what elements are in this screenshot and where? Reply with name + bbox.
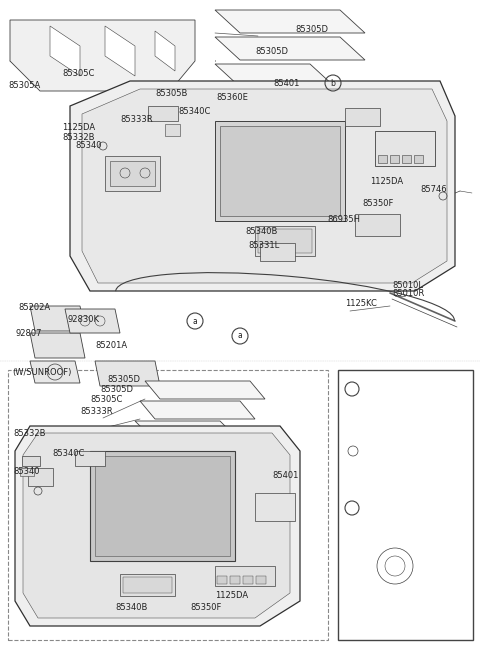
Bar <box>414 155 423 163</box>
Bar <box>355 536 435 596</box>
Text: (W/SUNROOF): (W/SUNROOF) <box>12 368 72 378</box>
Bar <box>148 106 178 121</box>
Text: 92830K: 92830K <box>68 314 100 324</box>
Polygon shape <box>345 406 375 426</box>
Text: 85340C: 85340C <box>52 449 84 458</box>
Polygon shape <box>10 20 195 91</box>
Text: 85201A: 85201A <box>95 342 127 350</box>
Bar <box>375 131 435 166</box>
Text: 86935H: 86935H <box>327 214 360 223</box>
Text: a: a <box>192 316 197 326</box>
Bar <box>378 155 387 163</box>
Bar <box>260 243 295 261</box>
Polygon shape <box>155 31 175 71</box>
Polygon shape <box>135 421 235 436</box>
Text: 85350F: 85350F <box>190 602 221 611</box>
Bar <box>165 124 180 136</box>
Bar <box>110 161 155 186</box>
Text: 85331L: 85331L <box>248 242 279 251</box>
Text: 85305C: 85305C <box>62 70 95 79</box>
Text: b: b <box>349 503 354 512</box>
Text: 85401: 85401 <box>272 471 299 480</box>
Bar <box>105 156 160 191</box>
Text: 92800V: 92800V <box>365 503 397 512</box>
Polygon shape <box>23 433 290 618</box>
Bar <box>28 468 53 486</box>
Bar <box>95 456 230 556</box>
Text: b: b <box>331 79 336 87</box>
Text: 85340B: 85340B <box>245 227 277 236</box>
Bar <box>220 126 340 216</box>
Bar <box>8 370 328 640</box>
Text: 85340: 85340 <box>13 467 39 475</box>
Text: 85305D: 85305D <box>100 385 133 395</box>
Text: 1125KC: 1125KC <box>345 299 377 307</box>
Text: 1125DA: 1125DA <box>62 122 95 132</box>
Polygon shape <box>215 10 365 33</box>
Text: 85332B: 85332B <box>13 428 46 437</box>
Text: 85202A: 85202A <box>18 303 50 311</box>
Text: 92807: 92807 <box>15 329 41 337</box>
Bar <box>255 493 295 521</box>
Bar <box>22 456 40 466</box>
Text: 85340B: 85340B <box>115 602 147 611</box>
Polygon shape <box>145 381 265 399</box>
Text: 85010L: 85010L <box>392 281 423 290</box>
Text: 85305D: 85305D <box>295 25 328 35</box>
Bar <box>355 214 400 236</box>
Text: 85746: 85746 <box>420 184 446 193</box>
Polygon shape <box>65 309 120 333</box>
Text: a: a <box>238 331 242 340</box>
Text: 85340: 85340 <box>75 141 101 150</box>
Bar <box>338 370 473 640</box>
Bar <box>90 451 235 561</box>
Bar <box>215 566 275 586</box>
Text: 85235: 85235 <box>382 409 408 419</box>
Bar <box>255 226 315 256</box>
Text: 85360E: 85360E <box>216 92 248 102</box>
Text: 85340C: 85340C <box>178 107 210 115</box>
Polygon shape <box>140 401 255 419</box>
Polygon shape <box>215 64 335 87</box>
Polygon shape <box>95 361 160 386</box>
Bar <box>345 108 380 126</box>
Text: 1229MA: 1229MA <box>370 449 404 458</box>
Polygon shape <box>70 81 455 291</box>
Bar <box>402 155 411 163</box>
Bar <box>390 155 399 163</box>
Polygon shape <box>30 361 80 383</box>
Text: 85305B: 85305B <box>155 89 187 98</box>
Bar <box>75 451 105 466</box>
Bar <box>230 576 240 584</box>
Text: 1125DA: 1125DA <box>215 592 248 600</box>
Bar <box>120 574 175 596</box>
Polygon shape <box>215 37 365 60</box>
Text: 85305D: 85305D <box>107 376 140 385</box>
Text: 85305C: 85305C <box>90 396 122 404</box>
Bar <box>243 576 253 584</box>
Text: a: a <box>349 385 354 393</box>
Bar <box>258 229 312 253</box>
Text: 85332B: 85332B <box>62 133 95 143</box>
Text: 85350F: 85350F <box>362 199 394 208</box>
Polygon shape <box>30 333 85 358</box>
Text: 85401: 85401 <box>273 79 300 87</box>
Bar <box>256 576 266 584</box>
Text: 85010R: 85010R <box>392 290 424 299</box>
Polygon shape <box>50 26 80 76</box>
Text: 85333R: 85333R <box>80 406 113 415</box>
Text: 85305D: 85305D <box>255 46 288 55</box>
Polygon shape <box>105 26 135 76</box>
Bar <box>20 468 34 476</box>
Text: 85333R: 85333R <box>120 115 153 124</box>
Text: 1125DA: 1125DA <box>370 176 403 186</box>
Bar <box>380 583 410 593</box>
Polygon shape <box>30 306 85 331</box>
Bar <box>215 121 345 221</box>
Polygon shape <box>15 426 300 626</box>
Bar <box>217 576 227 584</box>
Text: 85305A: 85305A <box>8 81 40 89</box>
Polygon shape <box>82 89 447 283</box>
Bar <box>123 577 172 593</box>
